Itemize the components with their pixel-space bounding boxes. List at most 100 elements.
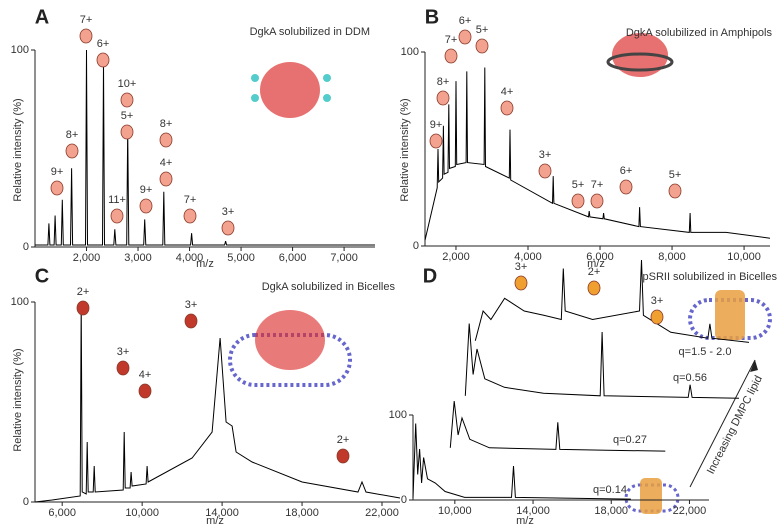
ion-icon bbox=[587, 280, 601, 296]
y-tick-label: 0 bbox=[401, 494, 407, 506]
charge-label: 7+ bbox=[591, 179, 604, 191]
y-tick-label: 0 bbox=[413, 240, 419, 252]
ion-icon bbox=[120, 124, 134, 140]
x-axis-label: m/z bbox=[516, 515, 534, 527]
ion-icon bbox=[159, 132, 173, 148]
ion-icon bbox=[116, 360, 130, 376]
ion-icon bbox=[139, 198, 153, 214]
spectrum-line bbox=[424, 67, 771, 241]
ion-icon bbox=[619, 179, 633, 195]
charge-label: 2+ bbox=[337, 434, 350, 446]
charge-label: 3+ bbox=[539, 149, 552, 161]
charge-label: 8+ bbox=[160, 118, 173, 130]
y-tick-label: 0 bbox=[23, 241, 29, 253]
x-tick-label: 18,000 bbox=[285, 507, 319, 519]
y-tick-label: 0 bbox=[23, 496, 29, 508]
panel-label: D bbox=[423, 265, 437, 287]
amphipol-icon bbox=[606, 33, 674, 77]
charge-label: 9+ bbox=[140, 184, 153, 196]
spectrum-line bbox=[34, 301, 401, 503]
x-axis-label: m/z bbox=[587, 258, 605, 270]
ion-icon bbox=[138, 383, 152, 399]
charge-label: 5+ bbox=[572, 179, 585, 191]
ion-icon bbox=[184, 313, 198, 329]
charge-label: 8+ bbox=[437, 76, 450, 88]
spectrum-line bbox=[35, 49, 375, 246]
x-tick-label: 6,000 bbox=[279, 252, 307, 264]
ion-icon bbox=[590, 193, 604, 209]
series-label: q=0.27 bbox=[613, 434, 647, 446]
x-tick-label: 10,000 bbox=[438, 505, 472, 517]
ion-icon bbox=[120, 92, 134, 108]
panel-label: B bbox=[425, 6, 439, 28]
x-tick-label: 2,000 bbox=[73, 252, 101, 264]
x-tick-label: 7,000 bbox=[330, 252, 358, 264]
arrow-head bbox=[750, 360, 758, 372]
series-label: q=1.5 - 2.0 bbox=[679, 346, 732, 358]
x-axis-label: m/z bbox=[196, 258, 214, 270]
charge-label: 9+ bbox=[430, 119, 443, 131]
y-tick-label: 100 bbox=[11, 44, 29, 56]
x-tick-label: 14,000 bbox=[205, 507, 239, 519]
ion-icon bbox=[183, 208, 197, 224]
y-axis-label: Relative intensity (%) bbox=[12, 98, 24, 201]
charge-label: 4+ bbox=[160, 157, 173, 169]
ion-icon bbox=[514, 275, 528, 291]
charge-label: 7+ bbox=[80, 14, 93, 26]
x-tick-label: 4,000 bbox=[514, 251, 542, 263]
charge-label: 7+ bbox=[445, 34, 458, 46]
charge-label: 3+ bbox=[651, 295, 664, 307]
ion-icon bbox=[65, 143, 79, 159]
charge-label: 4+ bbox=[501, 86, 514, 98]
charge-label: 7+ bbox=[184, 194, 197, 206]
x-tick-label: 8,000 bbox=[658, 251, 686, 263]
spectrum-line bbox=[412, 423, 631, 500]
charge-label: 8+ bbox=[66, 129, 79, 141]
ion-icon bbox=[336, 448, 350, 464]
bicelle-icon bbox=[228, 310, 352, 387]
charge-label: 3+ bbox=[117, 346, 130, 358]
x-tick-label: 22,000 bbox=[673, 505, 707, 517]
spectrum-line bbox=[464, 323, 740, 399]
x-axis-label: m/z bbox=[206, 515, 224, 527]
charge-label: 5+ bbox=[476, 24, 489, 36]
charge-label: 5+ bbox=[121, 110, 134, 122]
spectrum-line bbox=[449, 400, 666, 452]
ion-icon bbox=[458, 29, 472, 45]
charge-label: 2+ bbox=[588, 266, 601, 278]
charge-label: 2+ bbox=[77, 286, 90, 298]
charge-label: 9+ bbox=[51, 166, 64, 178]
charge-label: 11+ bbox=[108, 194, 126, 206]
y-axis-label: Relative intensity (%) bbox=[12, 348, 24, 451]
charge-label: 5+ bbox=[669, 169, 682, 181]
ion-icon bbox=[50, 180, 64, 196]
panel-title: DgkA solubilized in Bicelles bbox=[262, 281, 396, 293]
charge-label: 3+ bbox=[185, 299, 198, 311]
ion-icon bbox=[650, 309, 664, 325]
ion-icon bbox=[110, 208, 124, 224]
psrii-icon bbox=[624, 290, 772, 514]
panel-label: C bbox=[35, 265, 49, 287]
ion-icon bbox=[221, 220, 235, 236]
x-tick-label: 6,000 bbox=[586, 251, 614, 263]
y-tick-label: 100 bbox=[11, 296, 29, 308]
charge-label: 6+ bbox=[459, 15, 472, 27]
series-label: q=0.14 bbox=[593, 484, 627, 496]
ion-icon bbox=[500, 100, 514, 116]
ion-icon bbox=[571, 193, 585, 209]
x-tick-label: 10,000 bbox=[125, 507, 159, 519]
x-tick-label: 18,000 bbox=[594, 505, 628, 517]
x-tick-label: 2,000 bbox=[442, 251, 470, 263]
ion-icon bbox=[76, 300, 90, 316]
charge-label: 10+ bbox=[118, 78, 137, 90]
spectrum-line bbox=[474, 259, 750, 343]
x-tick-label: 6,000 bbox=[48, 507, 76, 519]
x-tick-label: 5,000 bbox=[227, 252, 255, 264]
panel-title: DgkA solubilized in DDM bbox=[250, 26, 370, 38]
x-tick-label: 22,000 bbox=[365, 507, 399, 519]
ion-icon bbox=[159, 171, 173, 187]
x-tick-label: 10,000 bbox=[727, 251, 761, 263]
panel-title: pSRII solubilized in Bicelles bbox=[642, 271, 777, 283]
ion-icon bbox=[96, 52, 110, 68]
